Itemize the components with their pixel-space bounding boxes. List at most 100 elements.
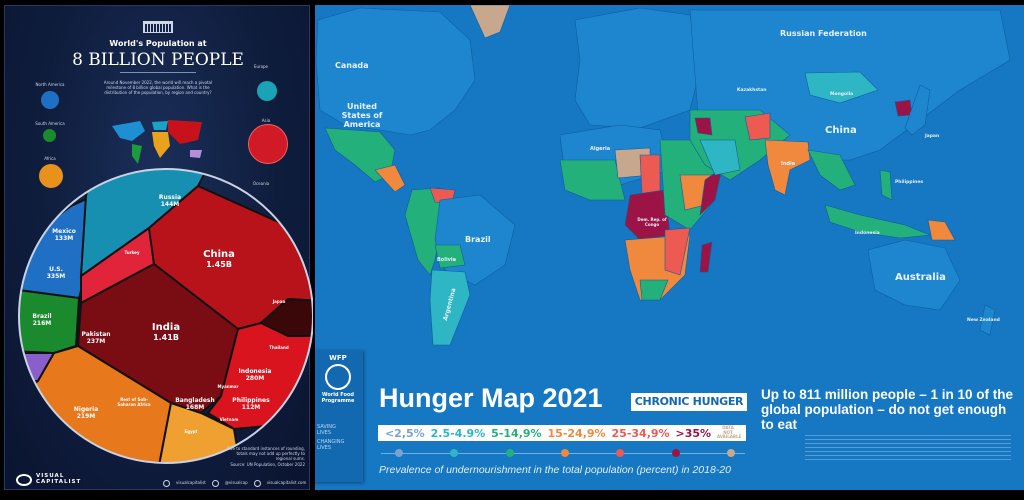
legend-15-24-9: 15-24,9% (547, 426, 606, 440)
label-rest-ssa: Rest of Sub-Saharan Africa (117, 397, 151, 407)
land-west-africa (559, 159, 626, 201)
wfp-emblem-icon (325, 364, 351, 390)
map-label-mongolia: Mongolia (830, 92, 854, 97)
body-text-lines (805, 435, 1011, 460)
europe-bubble (257, 81, 277, 101)
region-africa: Africa (44, 156, 56, 161)
legend-dot (726, 449, 735, 457)
land-chad (639, 154, 661, 196)
legend-2-5-4-9: 2.5-4.9% (430, 426, 486, 440)
land-indonesia (824, 204, 931, 239)
title-divider (120, 72, 196, 73)
label-us: U.S. 335M (46, 266, 66, 280)
population-infographic: World's Population at 8 BILLION PEOPLE A… (4, 5, 313, 490)
land-south-africa (639, 279, 669, 301)
land-india (764, 139, 811, 196)
legend-dots (395, 449, 735, 457)
mini-map-africa (152, 132, 170, 158)
land-bolivia (434, 244, 466, 269)
legend-25-34-9: 25-34,9% (611, 426, 670, 440)
mini-map-oceania (190, 150, 202, 158)
mini-map-europe (152, 121, 168, 130)
headline: Up to 811 million people – 1 in 10 of th… (761, 387, 1014, 432)
land-north-america (315, 7, 476, 136)
north-america-bubble (41, 91, 59, 109)
land-north-korea (894, 99, 913, 117)
land-europe (574, 7, 701, 129)
label-china: China 1.45B (203, 249, 235, 269)
legend-dot (671, 449, 680, 457)
facebook-icon[interactable] (163, 480, 170, 487)
page-title: Hunger Map 2021 (379, 383, 603, 413)
wfp-panel: WFP World Food Programme SAVING LIVES CH… (315, 350, 363, 482)
label-india: India 1.41B (151, 322, 181, 342)
source: Source: UN Population, October 2022 (230, 462, 305, 467)
map-label-usa: United States of America (341, 102, 383, 129)
legend-dot (450, 449, 459, 457)
land-mongolia (804, 71, 879, 104)
social-web[interactable]: visualcapitalist.com (266, 480, 307, 485)
label-japan: Japan (272, 299, 286, 304)
map-label-china: China (825, 125, 857, 136)
land-iraq (694, 117, 713, 136)
building-icon (143, 21, 173, 33)
social-facebook[interactable]: visualcapitalist (176, 480, 206, 485)
map-label-russia: Russian Federation (780, 29, 867, 38)
map-label-algeria: Algeria (590, 146, 611, 152)
label-myanmar: Myanmar (217, 384, 239, 389)
label-philippines: Philippines 112M (232, 397, 270, 411)
social-twitter[interactable]: @visualcap (224, 480, 248, 485)
map-label-australia: Australia (895, 272, 946, 283)
label-pakistan: Pakistan 237M (81, 331, 111, 345)
land-se-asia (807, 149, 856, 191)
mini-map-north-america (112, 121, 145, 141)
legend-5-14-9: 5-14,9% (491, 426, 542, 440)
wfp-tagline-2: CHANGING LIVES (317, 439, 345, 451)
label-brazil: Brazil 216M (32, 313, 52, 327)
label-mexico: Mexico 133M (52, 228, 76, 242)
map-label-india: India (781, 161, 796, 167)
legend-dot (505, 449, 514, 457)
label-turkey: Turkey (124, 250, 140, 255)
land-greenland (469, 5, 511, 39)
legend-lt-2-5: <2,5% (384, 426, 425, 440)
legend: <2,5% 2.5-4.9% 5-14,9% 15-24,9% 25-34,9%… (378, 425, 746, 441)
land-drc (624, 189, 671, 241)
land-central-america (374, 164, 406, 193)
world-map (315, 5, 1011, 346)
label-nigeria: Nigeria 219M (73, 406, 99, 420)
land-png (927, 219, 956, 241)
land-japan (904, 84, 931, 136)
map-label-kazakhstan: Kazakhstan (737, 88, 767, 93)
wfp-name: World Food Programme (321, 392, 355, 404)
twitter-icon[interactable] (211, 480, 219, 487)
legend-dot (560, 449, 569, 457)
legend-no-data: DATA NOT AVAILABLE (717, 425, 742, 440)
population-voronoi (18, 168, 313, 464)
page-title: 8 BILLION PEOPLE (72, 50, 244, 70)
mini-map-asia (168, 120, 202, 144)
wfp-abbr: WFP (329, 354, 347, 362)
label-russia: Russia 144M (158, 194, 182, 208)
land-mozambique (664, 227, 691, 276)
footnote: Due to standard instances of rounding, t… (226, 446, 305, 461)
map-label-philippines: Philippines (895, 180, 924, 185)
region-asia: Asia (261, 118, 271, 123)
label-bangladesh: Bangladesh 168M (175, 397, 215, 411)
map-label-bolivia: Bolivia (437, 257, 457, 263)
chronic-hunger-badge: CHRONIC HUNGER (631, 393, 747, 411)
wfp-tagline-1: SAVING LIVES (317, 424, 336, 436)
social-links: visualcapitalist @visualcap visualcapita… (163, 480, 306, 487)
kicker: World's Population at (109, 39, 207, 48)
legend-dot (395, 449, 403, 457)
label-indonesia: Indonesia 280M (238, 368, 272, 382)
map-label-brazil: Brazil (465, 235, 491, 244)
hunger-map-poster: Canada United States of America Brazil B… (315, 5, 1024, 490)
label-thailand: Thailand (269, 345, 289, 350)
land-saudi (699, 139, 741, 176)
mini-map-south-america (132, 144, 142, 164)
web-icon[interactable] (253, 480, 261, 487)
region-south-america: South America (35, 121, 65, 126)
land-australia (867, 239, 961, 311)
land-afghanistan (744, 112, 771, 141)
